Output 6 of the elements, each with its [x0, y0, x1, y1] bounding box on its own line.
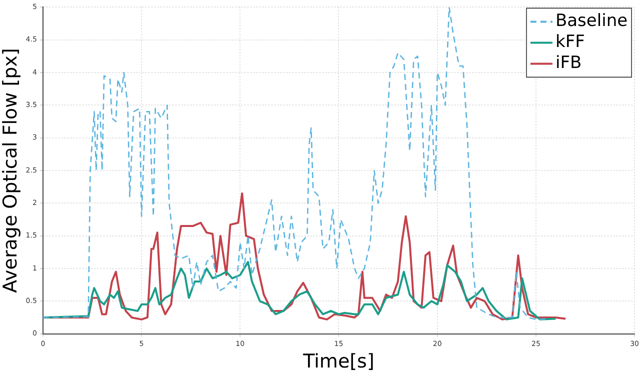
x-axis-title: Time[s] — [302, 350, 374, 373]
legend-label: kFF — [555, 32, 585, 52]
line-series — [42, 7, 548, 320]
legend-label: iFB — [555, 53, 582, 74]
legend-label: Baseline — [555, 11, 628, 32]
y-axis-title: Average Optical Flow [px] — [0, 48, 22, 293]
